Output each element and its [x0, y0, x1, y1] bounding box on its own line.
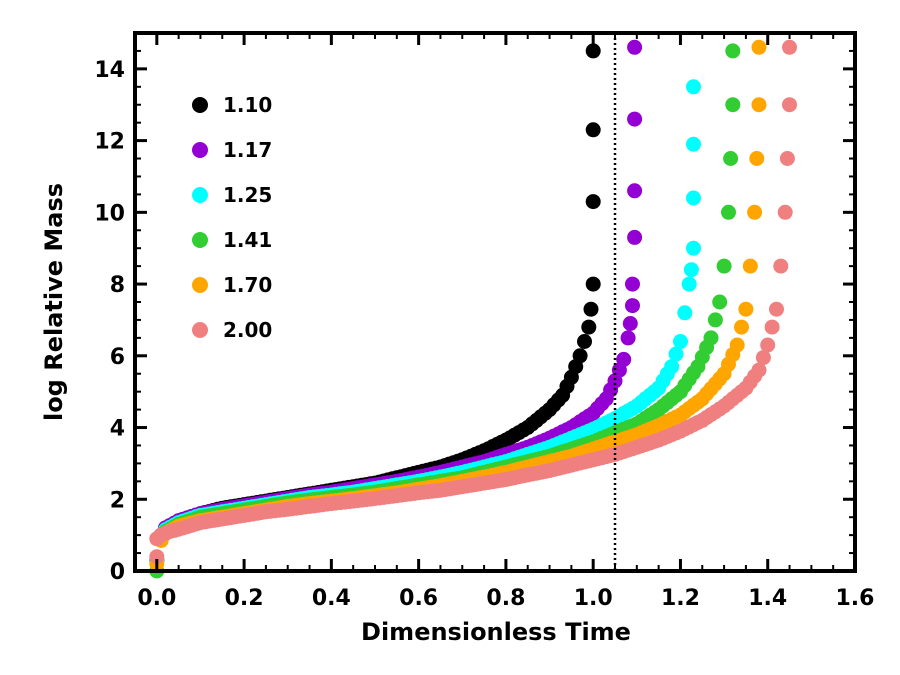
data-point	[773, 258, 789, 274]
legend-label: 1.41	[223, 228, 272, 252]
data-point	[760, 337, 776, 353]
data-point	[751, 97, 767, 113]
data-point	[585, 194, 601, 210]
legend-item-2.00: 2.00	[192, 318, 272, 342]
legend-label: 1.70	[223, 273, 272, 297]
x-tick-label: 0.2	[225, 586, 264, 611]
data-point	[686, 136, 701, 152]
y-tick-label: 2	[110, 488, 125, 513]
x-tick-label: 1.0	[574, 586, 613, 611]
data-point	[703, 330, 719, 346]
legend-item-1.17: 1.17	[192, 138, 272, 162]
legend-label: 1.10	[223, 93, 272, 117]
y-tick-label: 12	[94, 130, 125, 155]
legend-item-1.41: 1.41	[192, 228, 272, 252]
x-axis-title: Dimensionless Time	[361, 618, 631, 646]
data-point	[149, 549, 165, 565]
y-tick-label: 14	[94, 58, 125, 83]
legend-marker	[192, 97, 208, 113]
data-point	[721, 204, 736, 220]
legend-marker	[192, 277, 208, 293]
x-tick-label: 0.6	[399, 586, 438, 611]
series-2.00	[149, 39, 797, 565]
legend-marker	[192, 232, 208, 248]
data-point	[764, 319, 780, 335]
data-point	[686, 79, 701, 95]
data-point	[729, 337, 745, 353]
data-point	[779, 151, 795, 166]
data-point	[581, 319, 597, 335]
data-point	[627, 183, 643, 199]
data-point	[585, 276, 601, 292]
data-point	[686, 240, 701, 256]
y-tick-label: 4	[110, 417, 125, 442]
y-tick-label: 6	[110, 345, 125, 370]
x-tick-label: 1.6	[836, 586, 875, 611]
data-point	[620, 330, 636, 346]
x-tick-label: 0.8	[486, 586, 525, 611]
legend-marker	[192, 142, 208, 158]
data-point	[585, 43, 601, 59]
data-point	[782, 39, 797, 55]
data-point	[583, 301, 599, 317]
data-point	[747, 204, 763, 220]
data-point	[622, 316, 638, 331]
data-point	[734, 319, 749, 335]
data-point	[751, 39, 767, 55]
axis-ticks	[135, 32, 857, 573]
legend-item-1.25: 1.25	[192, 183, 272, 207]
data-point	[572, 348, 588, 364]
data-point	[625, 276, 640, 292]
data-point	[777, 204, 793, 220]
y-tick-label: 0	[110, 560, 125, 585]
legend: 1.10 1.17 1.25 1.41 1.70 2.00	[192, 93, 272, 342]
data-point	[749, 151, 765, 166]
data-point	[683, 262, 699, 278]
data-point	[616, 351, 632, 367]
data-point	[725, 97, 741, 113]
data-point	[668, 346, 684, 362]
data-point	[577, 334, 592, 349]
x-tick-label: 0.4	[312, 586, 351, 611]
data-point	[627, 111, 643, 127]
data-point	[625, 298, 640, 314]
x-tick-labels: 0.0 0.2 0.4 0.6 0.8 1.0 1.2 1.4 1.6	[137, 586, 874, 611]
y-tick-labels: 0 2 4 6 8 10 12 14	[94, 58, 125, 585]
data-point	[755, 350, 771, 366]
data-point	[725, 43, 741, 59]
y-tick-label: 10	[94, 201, 125, 226]
y-axis-title: log Relative Mass	[40, 183, 68, 421]
data-point	[677, 305, 693, 321]
data-point	[751, 362, 767, 378]
data-point	[585, 122, 601, 138]
data-point	[769, 301, 784, 317]
x-tick-label: 1.4	[748, 586, 787, 611]
data-point	[664, 359, 680, 375]
data-point	[627, 39, 643, 55]
legend-label: 1.25	[223, 183, 272, 207]
x-tick-label: 1.2	[661, 586, 700, 611]
data-point	[723, 151, 739, 166]
data-point	[673, 334, 688, 349]
data-point	[712, 294, 728, 310]
data-point	[627, 229, 643, 245]
data-point	[716, 258, 732, 274]
series-1.70	[149, 39, 767, 572]
legend-label: 1.17	[223, 138, 272, 162]
data-point	[707, 312, 723, 328]
legend-marker	[192, 322, 208, 338]
legend-marker	[192, 187, 208, 203]
legend-label: 2.00	[223, 318, 272, 342]
data-point	[738, 301, 754, 317]
y-tick-label: 8	[110, 273, 125, 298]
legend-item-1.70: 1.70	[192, 273, 272, 297]
data-point	[681, 276, 697, 292]
legend-item-1.10: 1.10	[192, 93, 272, 117]
data-point	[686, 190, 701, 206]
data-point	[782, 97, 797, 113]
data-point	[742, 258, 758, 274]
x-tick-label: 0.0	[137, 586, 176, 611]
data-points	[149, 39, 797, 579]
